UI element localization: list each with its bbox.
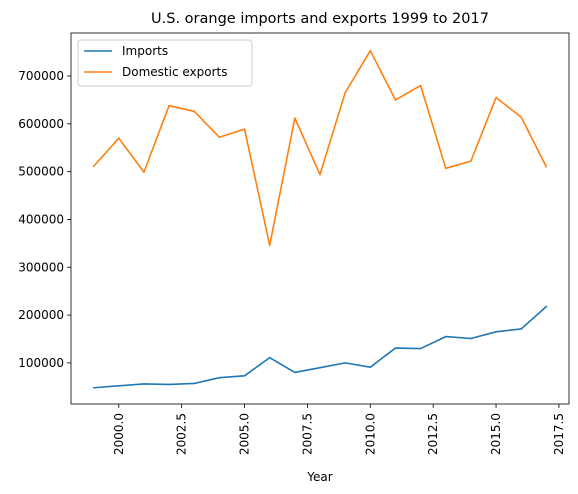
data-point-1-0 <box>92 165 95 168</box>
chart-title: U.S. orange imports and exports 1999 to … <box>151 11 489 27</box>
data-point-1-13 <box>419 84 422 87</box>
data-point-0-1 <box>117 385 120 387</box>
data-point-0-18 <box>545 305 548 308</box>
data-point-0-9 <box>319 366 321 369</box>
data-point-1-4 <box>193 110 196 113</box>
axes-frame <box>70 32 570 405</box>
data-point-1-18 <box>545 166 548 168</box>
plot-area <box>70 32 570 405</box>
data-point-0-2 <box>143 383 145 385</box>
data-point-1-14 <box>444 167 447 170</box>
data-point-1-10 <box>344 91 346 94</box>
data-point-0-0 <box>92 386 95 389</box>
data-point-0-11 <box>369 366 372 368</box>
data-point-0-17 <box>520 328 523 330</box>
data-point-0-15 <box>470 337 472 340</box>
data-point-1-3 <box>168 104 170 107</box>
x-tick-label-1: 2002.5 <box>175 413 189 455</box>
data-point-0-8 <box>294 371 296 374</box>
data-point-0-5 <box>218 376 221 379</box>
data-point-0-7 <box>268 356 271 359</box>
data-point-1-8 <box>294 117 296 119</box>
data-point-0-4 <box>193 382 196 385</box>
y-axis-ticks: 100000 200000 300000 400000 500000 600000 7000… <box>18 69 71 370</box>
data-point-0-16 <box>495 331 497 333</box>
data-point-1-17 <box>520 116 523 118</box>
legend: Imports Domestic exports <box>77 39 253 87</box>
data-point-1-7 <box>268 244 271 247</box>
data-point-1-6 <box>243 128 246 130</box>
data-point-1-2 <box>143 171 145 173</box>
y-tick-label-1: 200000 <box>18 308 64 322</box>
x-tick-label-2: 2005.0 <box>238 413 252 455</box>
data-point-1-1 <box>117 137 120 139</box>
y-tick-label-5: 600000 <box>18 117 64 131</box>
x-tick-label-0: 2000.0 <box>112 413 126 455</box>
data-point-0-6 <box>243 374 246 377</box>
data-point-1-12 <box>394 99 397 101</box>
y-tick-label-6: 700000 <box>18 69 64 83</box>
legend-label-1: Domestic exports <box>122 65 227 79</box>
y-tick-label-3: 400000 <box>18 212 64 226</box>
data-point-1-11 <box>369 49 372 52</box>
data-point-0-12 <box>394 347 397 349</box>
x-tick-label-5: 2012.5 <box>426 413 440 455</box>
x-tick-label-7: 2017.5 <box>552 413 566 455</box>
data-point-0-10 <box>344 362 346 364</box>
x-tick-label-3: 2007.5 <box>300 413 314 455</box>
data-point-0-14 <box>444 335 447 338</box>
y-tick-label-4: 500000 <box>18 165 64 179</box>
x-tick-label-6: 2015.0 <box>489 413 503 455</box>
legend-label-0: Imports <box>122 44 168 58</box>
x-axis-label: Year <box>306 470 332 484</box>
data-point-1-16 <box>495 96 497 99</box>
data-point-0-3 <box>168 383 170 386</box>
data-point-0-13 <box>419 347 422 350</box>
data-point-1-5 <box>218 136 221 139</box>
x-axis-ticks: 2000.0 2002.5 2005.0 2007.5 2010.0 2012.5 2015… <box>112 404 566 455</box>
legend-box <box>77 39 253 87</box>
data-point-1-9 <box>319 173 321 176</box>
y-tick-label-0: 100000 <box>18 356 64 370</box>
y-tick-label-2: 300000 <box>18 260 64 274</box>
x-tick-label-4: 2010.0 <box>363 413 377 455</box>
data-point-1-15 <box>470 160 472 162</box>
